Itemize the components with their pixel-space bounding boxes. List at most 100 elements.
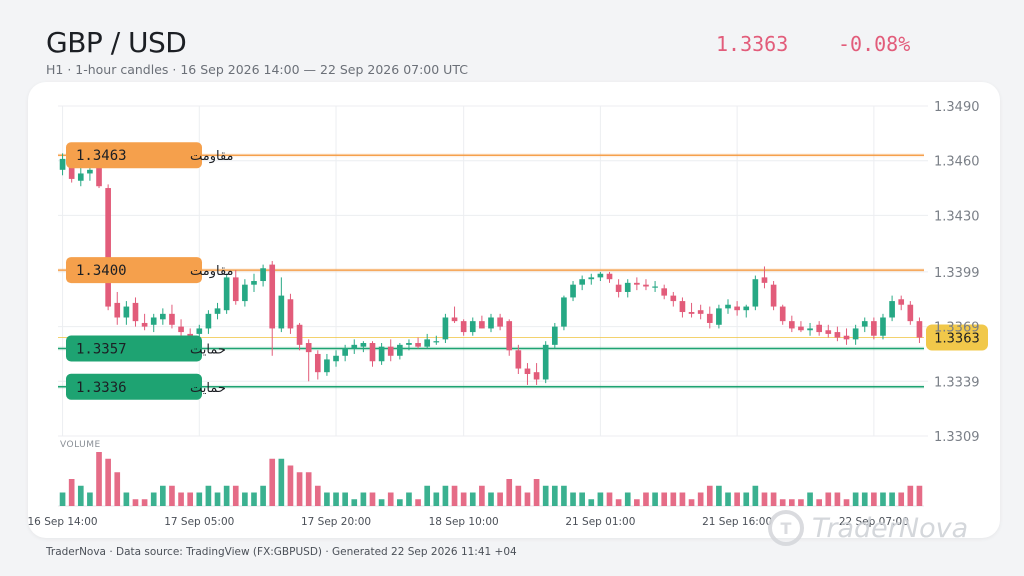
resistance-label: 1.3463 مقاومت xyxy=(66,142,234,169)
candle-body xyxy=(87,169,93,174)
candle-body xyxy=(59,158,66,170)
candle-body xyxy=(843,335,850,340)
brand-name: TraderNova xyxy=(812,512,969,544)
volume-bar xyxy=(861,492,868,506)
y-tick-label: 1.3430 xyxy=(934,209,980,224)
volume-bar xyxy=(369,492,376,506)
candle-body xyxy=(415,343,421,347)
y-tick-label: 1.3460 xyxy=(934,155,980,170)
candle-body xyxy=(743,306,750,311)
candle-body xyxy=(169,313,175,325)
candle-body xyxy=(269,264,276,329)
volume-bar xyxy=(488,492,494,506)
y-tick-label: 1.3309 xyxy=(934,430,980,445)
candle-body xyxy=(615,284,622,292)
volume-bar xyxy=(606,492,613,506)
volume-bars xyxy=(59,452,923,506)
volume-bar xyxy=(834,492,841,506)
support-label-text: حمایت xyxy=(190,381,226,396)
current-price: 1.3363 xyxy=(716,32,789,56)
volume-bar xyxy=(214,492,221,506)
candle-body xyxy=(132,302,139,322)
candle-body xyxy=(570,284,576,298)
volume-bar xyxy=(643,492,649,506)
volume-bar xyxy=(378,499,385,506)
resistance-label: 1.3400 مقاومت xyxy=(66,257,234,284)
volume-bar xyxy=(597,492,604,506)
candle-body xyxy=(706,313,713,323)
volume-bar xyxy=(807,492,813,506)
tradernova-logo-icon: T xyxy=(768,510,804,546)
support-label-bg xyxy=(66,373,202,400)
candle-body xyxy=(141,322,148,327)
volume-bar xyxy=(579,492,585,506)
x-tick-label: 17 Sep 20:00 xyxy=(301,516,371,528)
candle-body xyxy=(424,339,431,347)
volume-bar xyxy=(251,492,257,506)
volume-bar xyxy=(314,485,321,506)
candle-body xyxy=(278,295,285,329)
volume-bar xyxy=(752,485,759,506)
volume-bar xyxy=(460,492,467,506)
support-label-value: 1.3336 xyxy=(76,380,127,396)
volume-bar xyxy=(880,492,886,506)
support-label: 1.3357 حمایت xyxy=(66,335,226,362)
candle-body xyxy=(406,343,412,345)
candle-body xyxy=(788,321,795,329)
volume-bar xyxy=(232,485,239,506)
candle-body xyxy=(469,321,476,333)
candle-body xyxy=(533,372,540,380)
candle-body xyxy=(242,284,248,302)
volume-bar xyxy=(816,499,822,506)
volume-label: VOLUME xyxy=(60,440,101,450)
volume-bar xyxy=(77,485,84,506)
volume-bar xyxy=(442,485,449,506)
volume-bar xyxy=(387,492,394,506)
volume-bar xyxy=(551,485,558,506)
candle-body xyxy=(652,286,658,288)
support-label: 1.3336 حمایت xyxy=(66,373,226,400)
volume-bar xyxy=(296,472,303,506)
support-label-text: حمایت xyxy=(190,342,226,357)
volume-bar xyxy=(415,499,421,506)
volume-bar xyxy=(688,499,695,506)
candle-body xyxy=(251,281,257,285)
volume-bar xyxy=(706,485,713,506)
volume-bar xyxy=(779,499,786,506)
candle-body xyxy=(861,321,868,327)
volume-bar xyxy=(351,499,358,506)
footer-source: TraderNova · Data source: TradingView (F… xyxy=(46,546,517,558)
candle-body xyxy=(716,308,722,325)
candle-body xyxy=(551,326,558,345)
candle-body xyxy=(606,273,613,280)
candle-body xyxy=(479,321,485,329)
current-price-tag: 1.3363 xyxy=(926,324,988,351)
candle-body xyxy=(880,317,886,336)
volume-bar xyxy=(479,485,485,506)
candle-body xyxy=(296,324,303,345)
volume-bar xyxy=(305,472,312,506)
y-tick-label: 1.3339 xyxy=(934,375,980,390)
candle-body xyxy=(588,277,595,280)
candle-body xyxy=(661,288,668,296)
candle-body xyxy=(679,301,686,313)
candle-body xyxy=(77,173,84,181)
volume-bar xyxy=(59,492,66,506)
candle-body xyxy=(387,346,394,356)
volume-bar xyxy=(542,485,549,506)
candle-body xyxy=(497,317,503,327)
candle-body xyxy=(223,277,230,311)
volume-bar xyxy=(324,492,330,506)
volume-bar xyxy=(871,492,877,506)
resistance-label-text: مقاومت xyxy=(190,264,234,279)
candle-body xyxy=(670,295,677,302)
candle-body xyxy=(214,308,221,314)
volume-bar xyxy=(87,492,93,506)
candle-body xyxy=(451,317,458,322)
resistance-label-bg xyxy=(66,257,202,284)
axes: 1.3309 1.3339 1.3369 1.3399 1.3430 1.3460 1.34… xyxy=(28,100,980,528)
candle-body xyxy=(488,317,494,329)
volume-bar xyxy=(634,499,640,506)
x-tick-label: 22 Sep 07:00 xyxy=(839,516,909,528)
